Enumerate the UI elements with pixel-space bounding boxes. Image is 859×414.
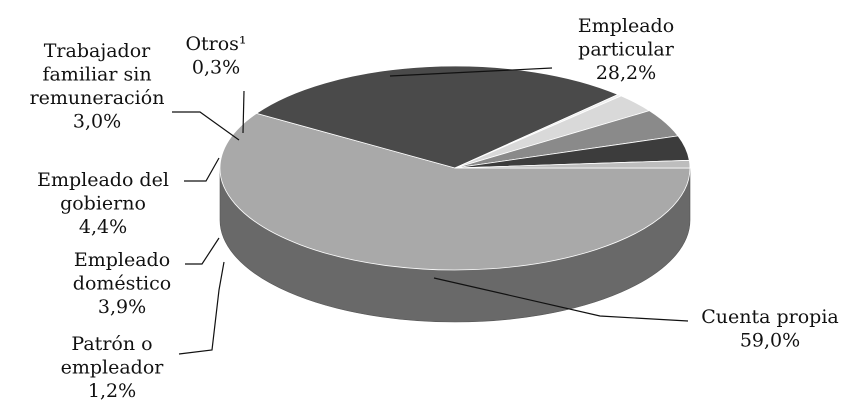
category-label-4-line-1: gobierno xyxy=(60,193,146,215)
value-label-6: 1,2% xyxy=(88,380,136,402)
pie-slice-1 xyxy=(255,65,620,169)
value-label-0: 59,0% xyxy=(740,330,800,352)
value-label-4: 4,4% xyxy=(79,216,127,238)
pie-slice-6 xyxy=(454,159,691,169)
leader-line-2 xyxy=(242,90,245,134)
leader-line-5 xyxy=(185,237,220,265)
category-label-3-line-2: remuneración xyxy=(30,87,165,109)
category-label-4-line-0: Empleado del xyxy=(37,169,169,191)
leader-line-6 xyxy=(178,261,225,355)
category-label-6-line-1: empleador xyxy=(61,357,165,379)
category-label-1-line-1: particular xyxy=(578,39,675,61)
leader-line-0 xyxy=(433,277,689,322)
category-label-3-line-0: Trabajador xyxy=(44,40,151,62)
leader-line-4 xyxy=(184,157,220,182)
category-label-0-line-0: Cuenta propia xyxy=(701,306,839,328)
value-label-2: 0,3% xyxy=(192,57,240,79)
value-label-5: 3,9% xyxy=(98,296,146,318)
category-label-1-line-0: Empleado xyxy=(578,15,674,37)
category-label-5-line-0: Empleado xyxy=(74,249,170,271)
value-label-3: 3,0% xyxy=(73,111,121,133)
leader-line-3 xyxy=(172,111,240,141)
category-label-3-line-1: familiar sin xyxy=(42,64,151,86)
category-label-6-line-0: Patrón o xyxy=(71,333,152,355)
pie-slice-0 xyxy=(219,112,691,271)
category-label-5-line-1: doméstico xyxy=(73,273,171,295)
category-label-2-line-0: Otros¹ xyxy=(185,33,246,55)
value-label-1: 28,2% xyxy=(596,62,656,84)
pie-top-group xyxy=(219,65,691,271)
leader-line-1 xyxy=(389,67,553,77)
